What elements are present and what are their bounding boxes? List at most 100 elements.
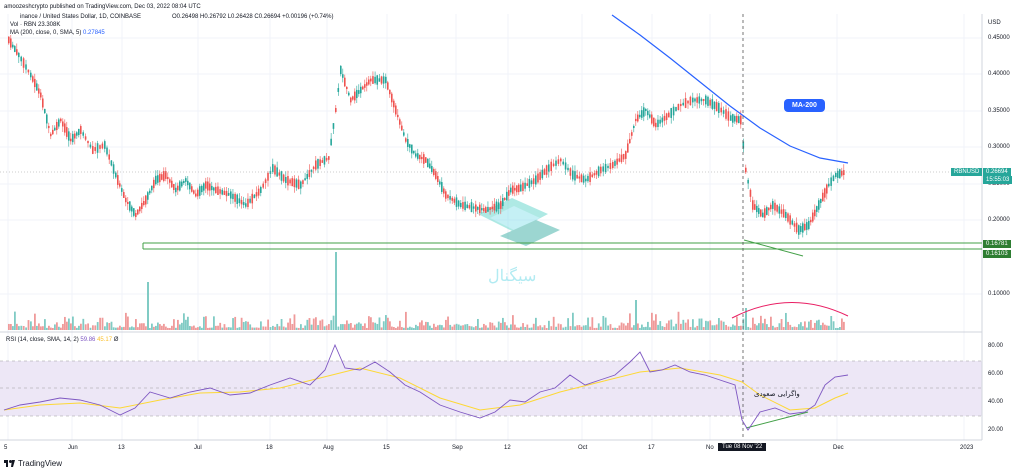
candle-body (280, 171, 283, 181)
candle-body (659, 119, 661, 124)
candles (8, 34, 845, 239)
volume-bar (236, 327, 239, 330)
candle-body (274, 165, 276, 175)
volume-bar (328, 324, 330, 330)
volume-bar (80, 323, 82, 330)
candle-body (470, 202, 473, 213)
volume-bar (291, 323, 294, 330)
candle-body (564, 162, 567, 170)
candle-body (205, 181, 207, 189)
watermark-logo-icon (478, 198, 560, 246)
volume-bar (760, 315, 762, 330)
volume-bar (70, 323, 72, 330)
candle-body (510, 187, 512, 193)
volume-bar (839, 327, 841, 330)
volume-bar (772, 325, 774, 330)
volume-bar (276, 323, 279, 330)
volume-bar (30, 321, 32, 330)
volume-bar (94, 325, 97, 330)
volume-bar (709, 320, 712, 330)
candle-body (104, 141, 106, 149)
candle-body (466, 204, 469, 209)
candle-body (376, 75, 379, 85)
volume-bar (593, 327, 596, 330)
candle-body (238, 198, 241, 204)
ma-legend[interactable]: MA (200, close, 0, SMA, 5) 0.27845 (10, 30, 105, 37)
volume-bar (46, 327, 48, 330)
candle-body (42, 98, 44, 108)
volume-bar (643, 327, 645, 330)
volume-bar (441, 325, 443, 330)
volume-bar (526, 324, 529, 330)
volume-bar (302, 327, 304, 330)
tradingview-brand[interactable]: TradingView (4, 459, 62, 468)
volume-bar (380, 327, 383, 330)
candle-body (439, 181, 441, 185)
candle-body (62, 121, 64, 127)
candle-body (106, 147, 108, 155)
volume-bar (151, 323, 153, 330)
volume-legend[interactable]: Vol · RBN 23.308K (10, 22, 61, 28)
volume-bar (219, 322, 222, 330)
candle-body (195, 193, 197, 197)
volume-bar (34, 313, 36, 330)
candle-body (34, 78, 36, 88)
rsi-legend[interactable]: RSI (14, close, SMA, 14, 2) 59.86 45.17 … (6, 337, 118, 344)
volume-bar (576, 325, 579, 330)
candle-body (175, 187, 177, 193)
volume-bar (96, 322, 99, 330)
volume-bar (824, 324, 826, 330)
volume-bar (780, 319, 783, 330)
volume-bar (548, 320, 550, 330)
rsi-ma-line (3, 367, 849, 411)
candle-body (289, 179, 291, 184)
divergence-price-line (743, 239, 804, 257)
volume-bar (497, 321, 500, 330)
volume-bar (203, 316, 205, 330)
volume-bar (387, 317, 389, 330)
candle-body (36, 83, 38, 91)
volume-bar (60, 327, 62, 330)
volume-bar (395, 327, 397, 330)
volume-bar (749, 327, 752, 330)
candle-body (66, 127, 68, 137)
volume-bar (177, 319, 179, 330)
volume-bar (403, 327, 405, 330)
candle-body (360, 86, 362, 94)
volume-bar (36, 325, 38, 330)
candle-body (722, 110, 725, 114)
volume-bar (455, 323, 458, 330)
volume-bar (374, 322, 377, 330)
time-tick: 13 (118, 445, 125, 451)
volume-bar (64, 316, 66, 330)
volume-bar (378, 317, 381, 330)
volume-bar (481, 327, 483, 330)
symbol-line[interactable]: inance / United States Dollar, 1D, COINB… (20, 14, 142, 20)
volume-bar (376, 323, 379, 330)
volume-bar (614, 327, 616, 330)
volume-bar (119, 325, 121, 330)
candle-body (350, 97, 352, 103)
candle-body (249, 198, 251, 203)
candle-body (661, 117, 664, 123)
candle-body (385, 76, 387, 84)
volume-bar (535, 317, 537, 330)
candle-body (618, 158, 621, 162)
volume-bar (589, 326, 592, 330)
time-tick: Jun (68, 445, 78, 451)
volume-bar (574, 326, 576, 330)
candle-body (50, 133, 52, 137)
volume-bar (720, 320, 723, 330)
volume-bar (705, 320, 707, 330)
candle-body (832, 175, 835, 182)
volume-bar (774, 327, 776, 330)
candle-body (191, 186, 193, 192)
candle-body (843, 170, 845, 176)
volume-bar (417, 326, 419, 330)
candle-body (64, 123, 66, 133)
volume-bar (257, 327, 260, 330)
volume-bar (477, 318, 479, 330)
candle-body (203, 183, 205, 191)
candle-body (806, 222, 808, 230)
